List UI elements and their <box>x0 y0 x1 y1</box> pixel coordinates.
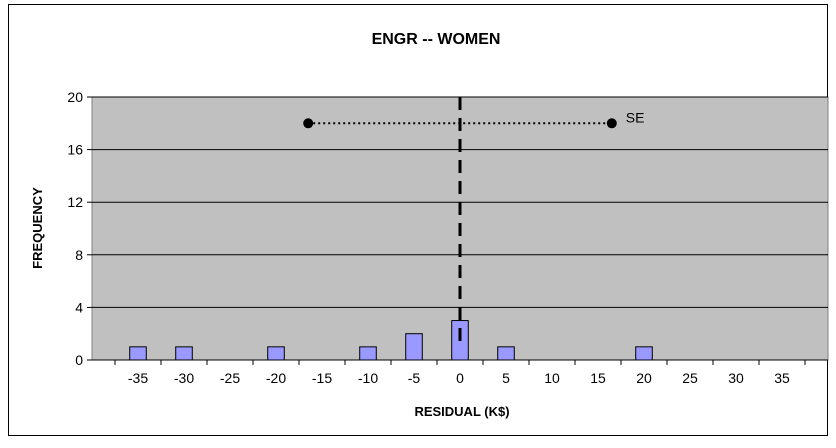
y-tick-label: 16 <box>67 142 83 158</box>
se-label: SE <box>626 109 645 125</box>
x-tick-label: -20 <box>266 370 286 386</box>
x-tick-label: 0 <box>456 370 464 386</box>
x-axis-label: RESIDUAL (K$) <box>414 404 509 419</box>
se-interval-left-point <box>303 118 314 129</box>
x-tick-label: 10 <box>544 370 560 386</box>
x-tick-label: 20 <box>636 370 652 386</box>
y-axis-label: FREQUENCY <box>30 187 45 269</box>
y-tick-label: 20 <box>67 89 83 105</box>
histogram-bar <box>405 333 423 361</box>
x-tick-label: -30 <box>174 370 194 386</box>
histogram-bar <box>635 346 653 361</box>
chart-title: ENGR -- WOMEN <box>372 31 501 48</box>
x-tick-label: -10 <box>358 370 378 386</box>
plot-area: 0 4 8 12 16 20 -35 -30 -25 -20 -15 -10 -5 0 5 10 15 20 25 3… <box>67 89 829 386</box>
x-tick-label: 35 <box>774 370 790 386</box>
histogram-bar <box>497 346 515 361</box>
x-tick-label: -25 <box>220 370 240 386</box>
x-tick-label: -35 <box>128 370 148 386</box>
x-tick-label: 15 <box>590 370 606 386</box>
y-tick-label: 12 <box>67 194 83 210</box>
histogram-bar <box>129 346 147 361</box>
histogram-bar <box>359 346 377 361</box>
x-tick-label: 5 <box>502 370 510 386</box>
x-tick-label: 25 <box>682 370 698 386</box>
x-tick-label: -15 <box>312 370 332 386</box>
histogram-bar <box>267 346 285 361</box>
histogram-bar <box>175 346 193 361</box>
se-interval-right-point <box>606 118 617 129</box>
y-tick-label: 8 <box>75 247 83 263</box>
y-tick-label: 4 <box>75 299 83 315</box>
y-tick-label: 0 <box>75 352 83 368</box>
x-tick-label: -5 <box>408 370 421 386</box>
x-tick-label: 30 <box>728 370 744 386</box>
